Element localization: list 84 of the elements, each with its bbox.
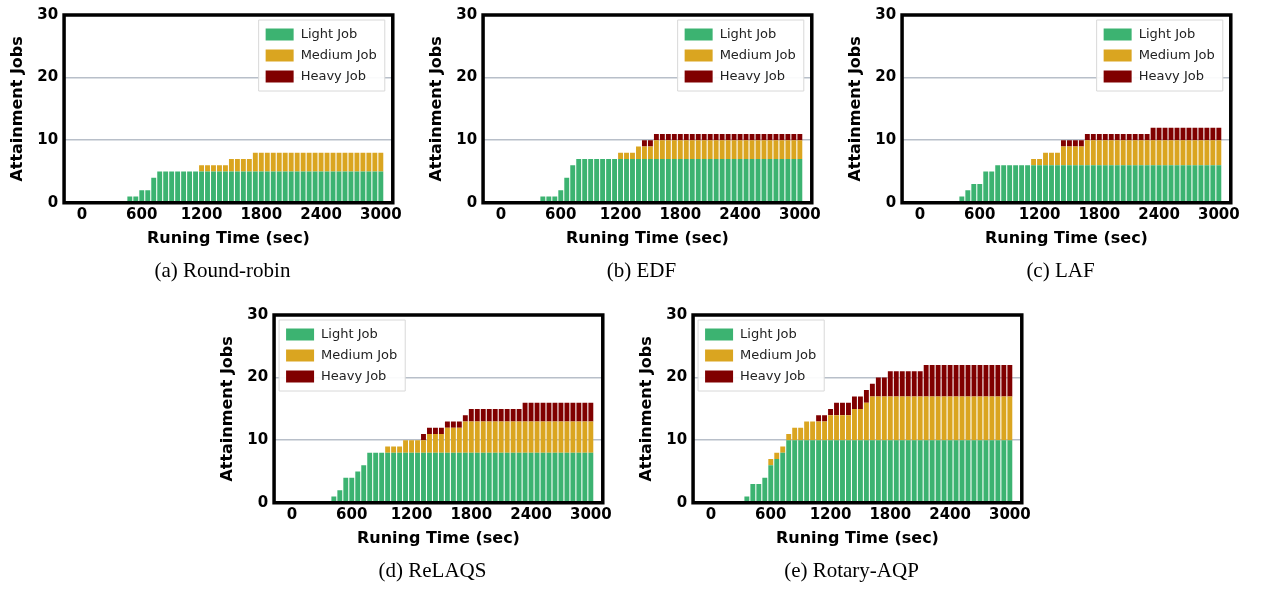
y-axis-title: Attainment Jobs: [216, 336, 236, 482]
text: (a) Round-robin: [153, 258, 292, 283]
x-tick-label: 3000: [988, 504, 1031, 523]
y-tick-label: 20: [247, 367, 269, 386]
y-tick-label: 10: [875, 130, 897, 149]
text: (d) ReLAQS: [377, 558, 488, 583]
legend-label: Light Job: [300, 25, 358, 41]
x-tick-label: 0: [495, 204, 507, 223]
x-tick-label: 2400: [1138, 204, 1180, 223]
text: (e) Rotary-AQP: [783, 558, 920, 583]
x-tick-label: 3000: [359, 204, 402, 223]
y-tick-label: 0: [466, 192, 478, 211]
legend-label: Heavy Job: [740, 367, 806, 383]
x-tick-label: 1200: [1018, 204, 1061, 223]
x-tick-label: 600: [545, 204, 577, 223]
y-tick-label: 0: [47, 192, 59, 211]
x-tick-label: 1200: [180, 204, 223, 223]
x-tick-label: 0: [286, 504, 298, 523]
x-axis-title: Runing Time (sec): [146, 227, 310, 247]
y-tick-label: 30: [875, 4, 897, 23]
text: (b) EDF: [605, 258, 678, 283]
x-tick-label: 1800: [450, 504, 493, 523]
x-tick-label: 1800: [659, 204, 702, 223]
legend-label: Light Job: [719, 25, 777, 41]
y-tick-label: 10: [456, 130, 478, 149]
x-tick-label: 3000: [569, 504, 612, 523]
y-tick-label: 20: [666, 367, 688, 386]
y-tick-label: 20: [37, 67, 59, 86]
y-tick-label: 0: [676, 492, 688, 511]
legend-label: Medium Job: [740, 346, 817, 362]
y-axis-title: Attainment Jobs: [635, 336, 655, 482]
y-tick-label: 10: [247, 430, 269, 449]
y-tick-label: 20: [875, 67, 897, 86]
x-tick-label: 1200: [390, 504, 433, 523]
x-tick-label: 0: [705, 504, 717, 523]
x-tick-label: 0: [914, 204, 926, 223]
x-axis-title: Runing Time (sec): [565, 227, 729, 247]
x-axis-title: Runing Time (sec): [984, 227, 1148, 247]
x-tick-label: 0: [76, 204, 88, 223]
legend-label: Heavy Job: [300, 67, 366, 83]
x-tick-label: 600: [755, 504, 787, 523]
y-axis-title: Attainment Jobs: [844, 36, 864, 182]
y-tick-label: 10: [37, 130, 59, 149]
legend-label: Light Job: [740, 325, 797, 341]
x-tick-label: 3000: [778, 204, 821, 223]
y-axis-title: Attainment Jobs: [6, 36, 26, 182]
legend-label: Light Job: [321, 325, 378, 341]
y-tick-label: 30: [37, 4, 59, 23]
x-tick-label: 1800: [869, 504, 912, 523]
x-tick-label: 1800: [1078, 204, 1121, 223]
x-tick-label: 600: [964, 204, 996, 223]
x-tick-label: 1200: [599, 204, 642, 223]
legend-label: Heavy Job: [1138, 67, 1204, 83]
x-tick-label: 1200: [809, 504, 852, 523]
y-tick-label: 0: [885, 192, 897, 211]
x-tick-label: 2400: [719, 204, 761, 223]
bar: [774, 452, 780, 459]
legend-label: Medium Job: [1138, 46, 1215, 62]
bar: [780, 446, 786, 453]
x-tick-label: 1800: [240, 204, 283, 223]
legend-label: Light Job: [1138, 25, 1196, 41]
y-tick-label: 30: [666, 304, 688, 323]
bar: [421, 433, 426, 441]
legend-label: Medium Job: [300, 46, 377, 62]
y-tick-label: 10: [666, 430, 688, 449]
x-tick-label: 3000: [1197, 204, 1240, 223]
x-tick-label: 600: [336, 504, 368, 523]
bar: [768, 458, 774, 466]
legend-label: Heavy Job: [321, 367, 387, 383]
y-tick-label: 0: [257, 492, 269, 511]
x-axis-title: Runing Time (sec): [356, 527, 520, 547]
x-tick-label: 2400: [300, 204, 342, 223]
x-tick-label: 2400: [510, 504, 552, 523]
y-tick-label: 30: [247, 304, 269, 323]
legend-label: Medium Job: [719, 46, 796, 62]
y-axis-title: Attainment Jobs: [425, 36, 445, 182]
y-tick-label: 20: [456, 67, 478, 86]
x-tick-label: 600: [126, 204, 158, 223]
x-axis-title: Runing Time (sec): [775, 527, 939, 547]
x-tick-label: 2400: [929, 504, 971, 523]
legend-label: Medium Job: [321, 346, 398, 362]
legend-label: Heavy Job: [719, 67, 785, 83]
text: (c) LAF: [1025, 258, 1096, 283]
y-tick-label: 30: [456, 4, 478, 23]
